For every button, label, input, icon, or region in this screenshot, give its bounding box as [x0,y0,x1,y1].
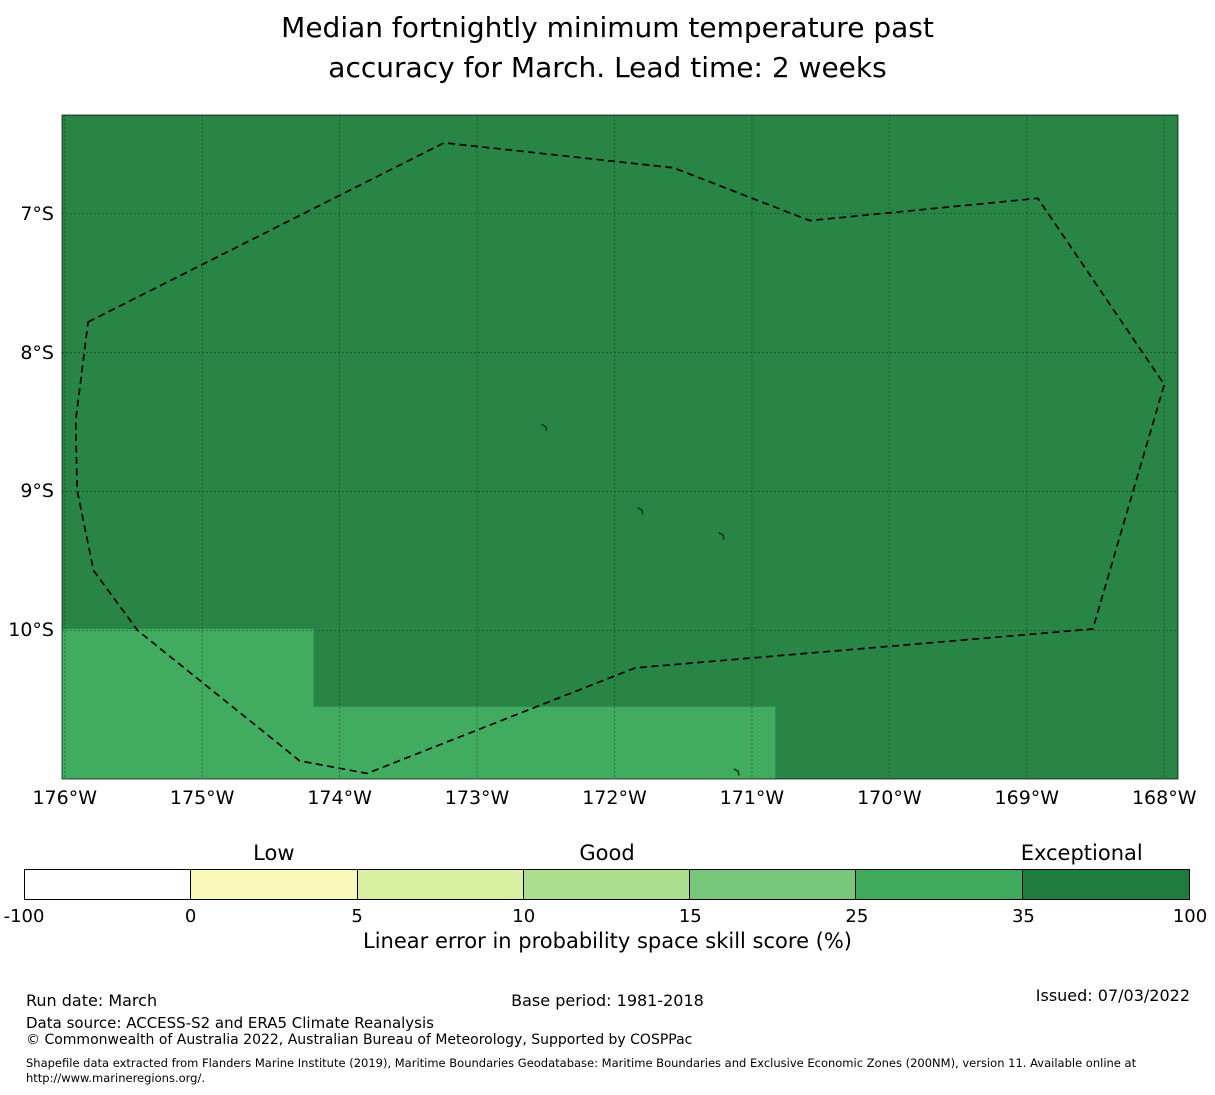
base-period-text: Base period: 1981-2018 [511,991,704,1010]
run-date-text: Run date: March [26,991,158,1010]
colorbar-segment-5-10 [357,870,524,899]
colorbar-category-low: Low [253,841,295,865]
colorbar-segment-25-35 [856,870,1023,899]
figure-title-line1: Median fortnightly minimum temperature p… [281,11,934,44]
x-tick-label: 171°W [719,787,785,809]
x-tick-label: 173°W [444,787,510,809]
colorbar-tick-label: 10 [512,906,536,927]
island-mark [637,507,644,515]
colorbar-tick-label: 5 [351,906,363,927]
colorbar-segment-35-100 [1022,870,1189,899]
colorbar-tick-label: 25 [845,906,869,927]
shapefile-attribution-line2: http://www.marineregions.org/. [26,1071,205,1085]
x-tick-label: 176°W [32,787,98,809]
x-tick-label: 174°W [307,787,372,809]
colorbar-tick-label: 35 [1011,906,1035,927]
eez-boundary-dashed [74,141,1166,775]
colorbar-segment--100-0 [25,870,192,899]
colorbar-segment-10-15 [523,870,691,899]
colorbar-axis-label: Linear error in probability space skill … [363,929,852,953]
island-mark [541,423,548,432]
skill-region-south-central-strip [313,706,776,779]
colorbar-tick-label: 0 [184,906,197,927]
copyright-text: © Commonwealth of Australia 2022, Austra… [26,1032,693,1048]
x-tick-label: 168°W [1131,787,1197,809]
map-frame [61,114,1179,780]
shapefile-attribution-line1: Shapefile data extracted from Flanders M… [26,1056,1137,1070]
x-tick-label: 175°W [169,787,235,809]
colorbar-segment-15-25 [690,870,857,899]
x-tick-label: 169°W [994,787,1060,809]
y-tick-label: 10°S [8,619,54,642]
data-source-text: Data source: ACCESS-S2 and ERA5 Climate … [26,1014,434,1032]
colorbar-segment-0-5 [191,870,358,899]
island-mark [718,532,725,540]
colorbar-tick-label: -100 [3,906,45,927]
x-tick-label: 170°W [857,787,922,809]
colorbar-tick-label: 100 [1172,906,1208,927]
colorbar [24,869,1190,900]
y-tick-label: 9°S [20,480,54,503]
colorbar-category-good: Good [579,841,635,865]
issued-date-text: Issued: 07/03/2022 [1035,986,1190,1005]
colorbar-category-exceptional: Exceptional [1020,841,1143,865]
skill-region-southwest-block [62,628,314,779]
colorbar-tick-label: 15 [678,906,702,927]
y-tick-label: 7°S [20,202,54,225]
island-mark [733,768,740,776]
x-tick-label: 172°W [582,787,647,809]
y-tick-label: 8°S [20,341,54,364]
figure-title-line2: accuracy for March. Lead time: 2 weeks [328,51,887,84]
